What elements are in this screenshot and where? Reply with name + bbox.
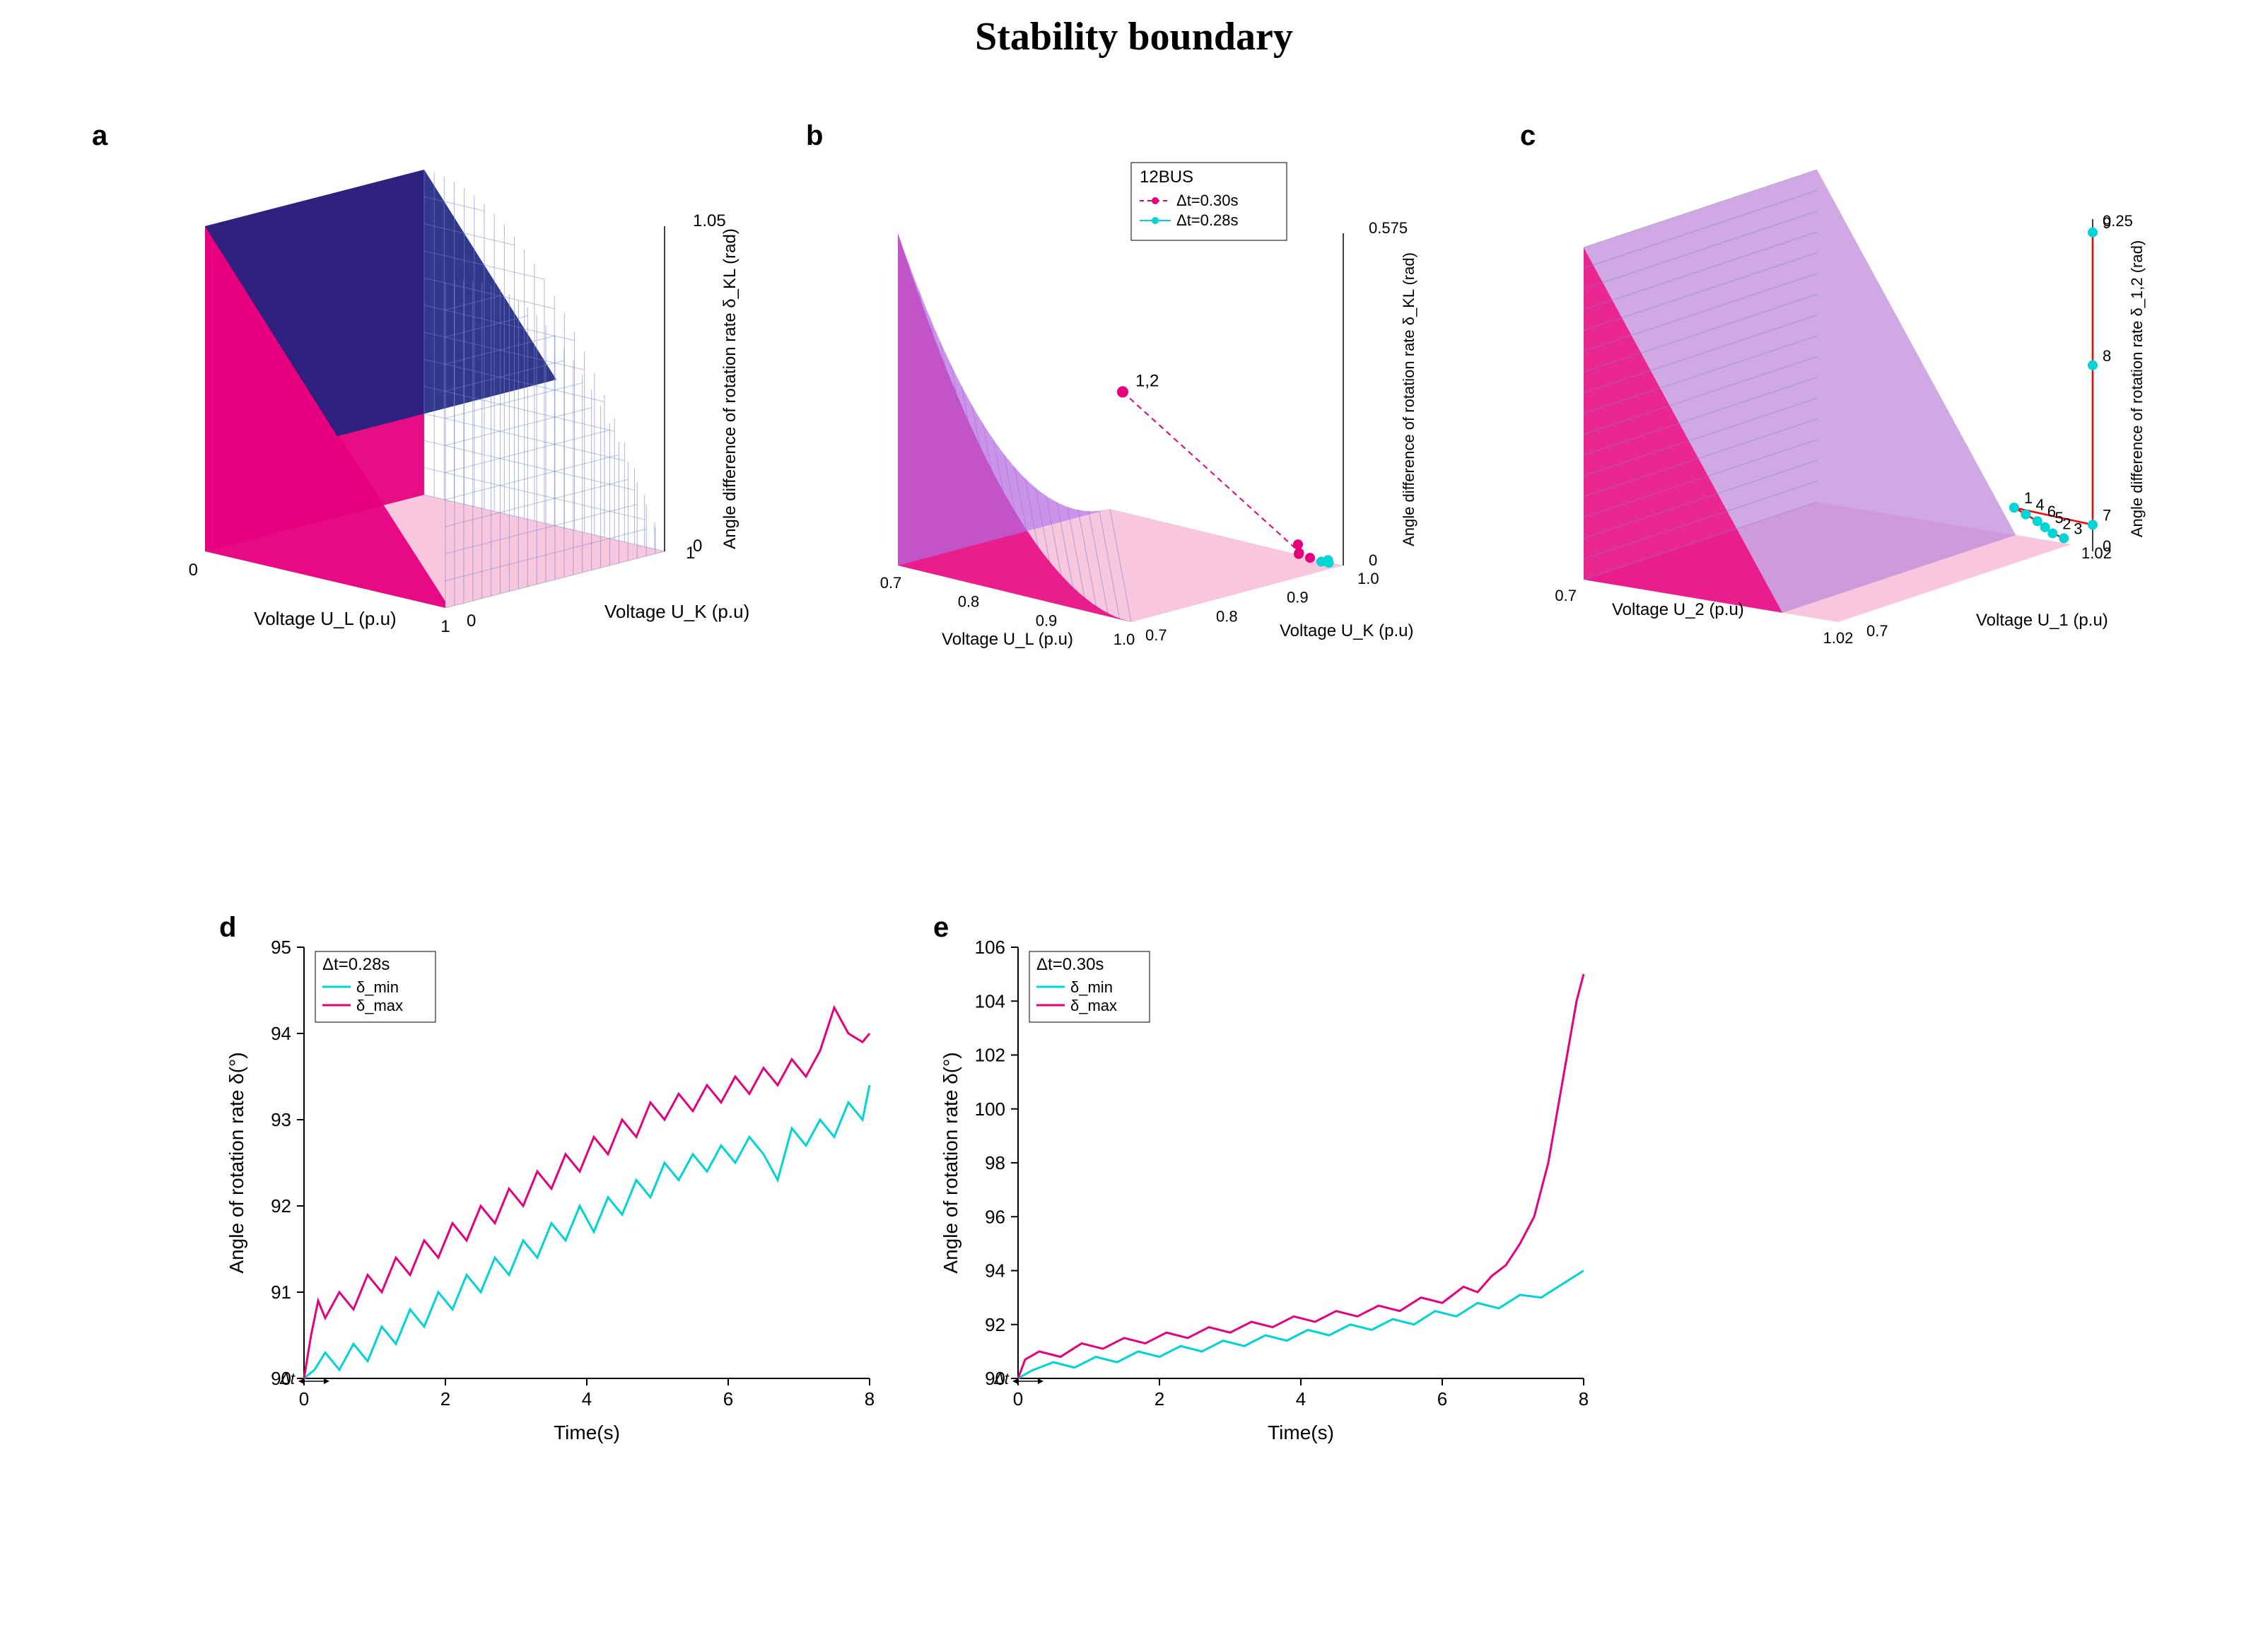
svg-text:96: 96 xyxy=(985,1206,1005,1227)
svg-text:2: 2 xyxy=(440,1388,450,1410)
svg-text:δ_min: δ_min xyxy=(356,978,399,996)
svg-text:1.05: 1.05 xyxy=(693,211,726,230)
svg-text:0: 0 xyxy=(1013,1388,1023,1410)
stability-surface-c: 00.25Angle difference of rotation rate δ… xyxy=(1513,113,2192,664)
panel-c-label: c xyxy=(1520,120,1536,152)
svg-text:1.02: 1.02 xyxy=(2081,544,2112,562)
svg-text:0: 0 xyxy=(299,1388,309,1410)
svg-text:Voltage U_L (p.u): Voltage U_L (p.u) xyxy=(254,608,396,629)
svg-text:2: 2 xyxy=(1155,1388,1164,1410)
svg-text:0.9: 0.9 xyxy=(1036,611,1058,629)
svg-text:0: 0 xyxy=(693,537,702,556)
svg-text:Angle difference of rotation r: Angle difference of rotation rate δ_KL (… xyxy=(720,228,740,549)
panel-a-label: a xyxy=(92,120,107,152)
svg-text:Voltage U_L (p.u): Voltage U_L (p.u) xyxy=(942,630,1073,649)
svg-text:Δt=0.28s: Δt=0.28s xyxy=(1176,211,1238,229)
svg-text:Time(s): Time(s) xyxy=(1268,1422,1334,1443)
svg-text:1: 1 xyxy=(2024,489,2033,507)
svg-text:6: 6 xyxy=(1437,1388,1447,1410)
stability-surface-a: 011001.05Voltage U_L (p.u)Voltage U_K (p… xyxy=(85,113,764,664)
svg-text:1.0: 1.0 xyxy=(1113,631,1135,648)
svg-text:Voltage U_K (p.u): Voltage U_K (p.u) xyxy=(1280,621,1413,640)
svg-text:5: 5 xyxy=(2055,509,2064,527)
svg-text:8: 8 xyxy=(865,1388,875,1410)
svg-text:93: 93 xyxy=(271,1109,291,1130)
svg-text:0: 0 xyxy=(467,611,476,631)
svg-text:1,2: 1,2 xyxy=(1135,371,1159,390)
svg-text:7: 7 xyxy=(2103,506,2111,524)
panel-d: d 02468909192939495Time(s)Angle of rotat… xyxy=(212,905,891,1456)
svg-text:100: 100 xyxy=(975,1098,1005,1120)
svg-text:92: 92 xyxy=(271,1195,291,1217)
svg-text:0.9: 0.9 xyxy=(1287,589,1309,606)
panel-b-label: b xyxy=(806,120,823,152)
svg-text:1: 1 xyxy=(440,617,450,636)
svg-text:0.7: 0.7 xyxy=(1555,587,1577,604)
svg-text:Δt=0.30s: Δt=0.30s xyxy=(1176,192,1238,209)
svg-text:95: 95 xyxy=(271,937,291,958)
svg-text:106: 106 xyxy=(975,937,1005,958)
timeseries-e: 024689092949698100102104106Time(s)Angle … xyxy=(926,905,1605,1456)
svg-text:1.02: 1.02 xyxy=(1823,629,1854,647)
svg-text:8: 8 xyxy=(2103,347,2111,365)
svg-text:2: 2 xyxy=(2062,515,2071,532)
svg-text:Δt: Δt xyxy=(993,1370,1010,1388)
svg-text:4: 4 xyxy=(2035,496,2044,514)
svg-text:0.8: 0.8 xyxy=(958,593,980,611)
panel-d-label: d xyxy=(219,912,236,944)
svg-text:0.7: 0.7 xyxy=(1145,626,1167,644)
svg-text:91: 91 xyxy=(271,1282,291,1303)
svg-text:9: 9 xyxy=(2103,214,2111,232)
panel-e-label: e xyxy=(933,912,949,944)
panel-b: b 0.70.80.91.00.70.80.91.000.575Voltage … xyxy=(799,113,1478,664)
svg-text:3: 3 xyxy=(2074,520,2082,537)
svg-text:Voltage U_1 (p.u): Voltage U_1 (p.u) xyxy=(1976,611,2108,630)
panel-c: c 00.25Angle difference of rotation rate… xyxy=(1513,113,2192,664)
timeseries-d: 02468909192939495Time(s)Angle of rotatio… xyxy=(212,905,891,1456)
svg-text:0.575: 0.575 xyxy=(1369,219,1408,237)
svg-text:102: 102 xyxy=(975,1045,1005,1066)
svg-text:δ_max: δ_max xyxy=(356,997,403,1014)
svg-text:104: 104 xyxy=(975,990,1005,1012)
svg-text:Angle of rotation rate δ(°): Angle of rotation rate δ(°) xyxy=(226,1052,247,1273)
svg-text:92: 92 xyxy=(985,1314,1005,1335)
svg-text:0.8: 0.8 xyxy=(1216,607,1238,625)
svg-text:Angle difference of rotation r: Angle difference of rotation rate δ_KL (… xyxy=(1400,252,1418,546)
svg-text:0: 0 xyxy=(1369,551,1377,569)
svg-text:δ_max: δ_max xyxy=(1070,997,1117,1014)
svg-text:94: 94 xyxy=(985,1260,1005,1282)
panel-a: a 011001.05Voltage U_L (p.u)Voltage U_K … xyxy=(85,113,764,664)
svg-text:4: 4 xyxy=(582,1388,592,1410)
page-title: Stability boundary xyxy=(0,14,2268,59)
svg-text:Voltage U_K (p.u): Voltage U_K (p.u) xyxy=(604,601,749,622)
svg-text:4: 4 xyxy=(1296,1388,1306,1410)
panel-e: e 024689092949698100102104106Time(s)Angl… xyxy=(926,905,1605,1456)
svg-text:98: 98 xyxy=(985,1152,1005,1173)
svg-text:0: 0 xyxy=(189,561,198,580)
svg-text:Δt: Δt xyxy=(279,1370,296,1388)
svg-text:Angle of rotation rate δ(°): Angle of rotation rate δ(°) xyxy=(940,1052,961,1273)
svg-text:12BUS: 12BUS xyxy=(1140,168,1193,187)
svg-text:8: 8 xyxy=(1579,1388,1589,1410)
svg-text:Δt=0.30s: Δt=0.30s xyxy=(1036,955,1104,974)
svg-text:Voltage U_2 (p.u): Voltage U_2 (p.u) xyxy=(1612,600,1744,619)
stability-surface-b: 0.70.80.91.00.70.80.91.000.575Voltage U_… xyxy=(799,113,1478,664)
svg-text:Time(s): Time(s) xyxy=(554,1422,620,1443)
svg-text:94: 94 xyxy=(271,1023,291,1044)
svg-text:1.0: 1.0 xyxy=(1357,570,1379,587)
svg-text:Angle difference of rotation r: Angle difference of rotation rate δ_1,2 … xyxy=(2128,240,2146,537)
svg-text:0.7: 0.7 xyxy=(880,574,902,592)
svg-text:6: 6 xyxy=(2047,503,2056,520)
svg-text:Δt=0.28s: Δt=0.28s xyxy=(322,955,390,974)
svg-text:0.7: 0.7 xyxy=(1866,622,1888,640)
svg-text:6: 6 xyxy=(723,1388,733,1410)
svg-text:δ_min: δ_min xyxy=(1070,978,1113,996)
